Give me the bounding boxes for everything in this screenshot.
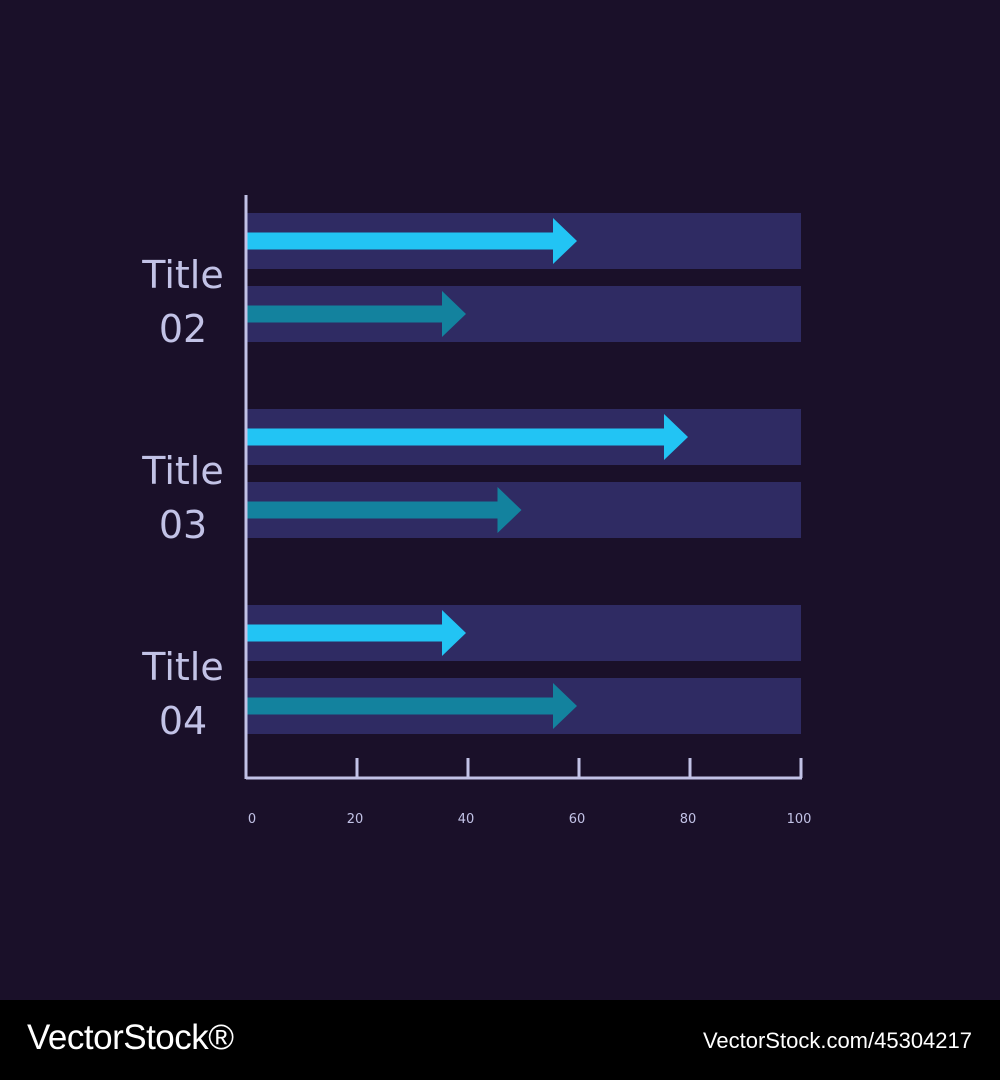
- category-label: Title 02: [128, 248, 238, 356]
- x-tick-label: 80: [680, 812, 697, 827]
- bar-chart: 0 20 40 60 80 100: [244, 195, 812, 827]
- x-tick-label: 0: [248, 812, 256, 827]
- category-label-line: 03: [158, 503, 208, 547]
- bar-arrow: [246, 487, 522, 533]
- chart-area: 0 20 40 60 80 100 Title 02 Title 03 Title 04: [128, 195, 812, 827]
- bar-arrow: [246, 218, 577, 264]
- category-label-line: 04: [158, 699, 208, 743]
- category-label-line: Title: [142, 253, 224, 297]
- x-tick-label: 100: [787, 812, 812, 827]
- category-label: Title 03: [128, 444, 238, 552]
- category-label-line: 02: [158, 307, 208, 351]
- footer-bar: VectorStock® VectorStock.com/45304217: [0, 1000, 1000, 1080]
- category-label-line: Title: [142, 449, 224, 493]
- image-id-link[interactable]: VectorStock.com/45304217: [702, 1028, 972, 1053]
- category-label: Title 04: [128, 640, 238, 748]
- category-label-line: Title: [142, 645, 224, 689]
- bar-arrow: [246, 291, 466, 337]
- bar-arrow: [246, 610, 466, 656]
- vectorstock-logo[interactable]: VectorStock®: [27, 1018, 234, 1057]
- x-tick-label: 20: [347, 812, 364, 827]
- x-tick-label: 40: [458, 812, 475, 827]
- bar-arrow: [246, 683, 577, 729]
- bar-arrow: [246, 414, 688, 460]
- x-tick-label: 60: [569, 812, 586, 827]
